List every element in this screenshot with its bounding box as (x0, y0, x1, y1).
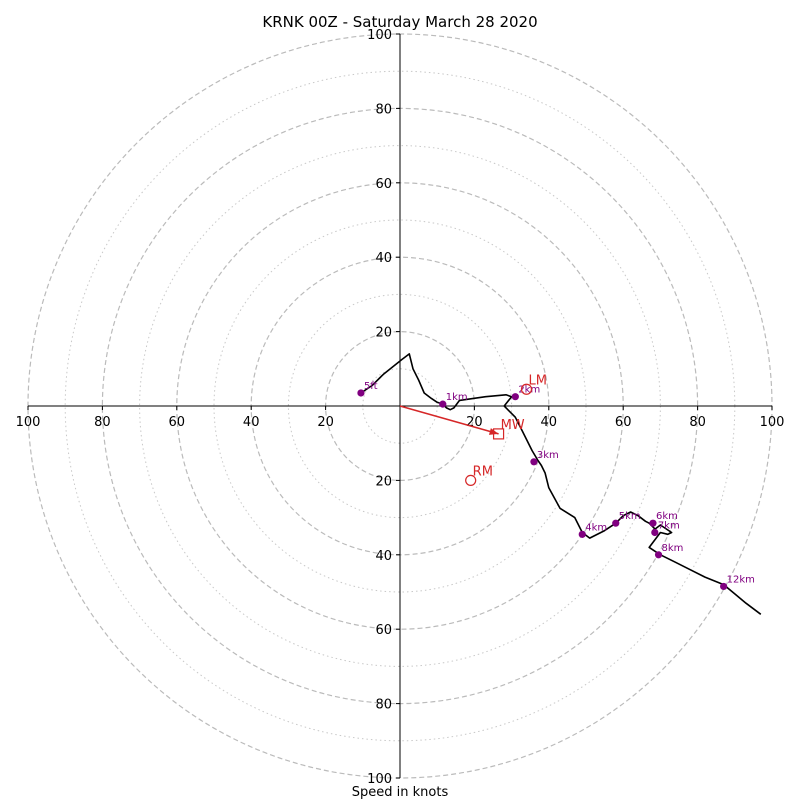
height-marker-point (530, 458, 538, 466)
x-tick-label: 40 (243, 415, 260, 430)
height-marker-label: 3km (537, 450, 559, 461)
x-axis-label: Speed in knots (352, 785, 449, 800)
height-marker-label: 2km (518, 385, 540, 396)
height-marker-label: 8km (662, 543, 684, 554)
height-marker-point (612, 519, 620, 527)
height-marker-point (720, 582, 728, 591)
height-marker-point (649, 519, 657, 527)
x-tick-label: 60 (615, 415, 632, 430)
x-tick-label: 100 (16, 415, 41, 430)
storm-motion-lm-label: LM (528, 373, 546, 388)
height-marker-label: 5ft (364, 381, 378, 392)
height-marker-label: 5km (619, 511, 641, 522)
storm-motion-rm-marker (465, 474, 477, 486)
height-marker-label: 12km (727, 574, 755, 585)
hodograph-trace-group (360, 353, 762, 615)
storm-motion-markers: LM MW RM (399, 373, 547, 486)
y-tick-label: 60 (375, 177, 392, 192)
y-tick-label: 100 (367, 28, 392, 43)
storm-motion-lm-marker (520, 383, 533, 395)
x-tick-label: 80 (689, 415, 706, 430)
mean-wind-vector (399, 405, 499, 435)
y-tick-label: 100 (367, 772, 392, 787)
x-tick-label: 80 (94, 415, 111, 430)
y-tick-label: 40 (375, 251, 392, 266)
height-marker-point (511, 393, 519, 401)
y-tick-label: 20 (375, 474, 392, 489)
hodograph-trace (360, 353, 762, 615)
chart-title: KRNK 00Z - Saturday March 28 2020 (262, 13, 537, 31)
y-tick-label: 80 (375, 698, 392, 713)
height-marker-point (357, 389, 365, 397)
y-tick-label: 80 (375, 102, 392, 117)
x-tick-label: 40 (541, 415, 558, 430)
storm-motion-mw-label: MW (501, 418, 525, 433)
y-tick-label: 20 (375, 326, 392, 341)
height-marker-point (654, 551, 663, 559)
height-marker-label: 1km (446, 392, 468, 403)
height-marker-label: 7km (658, 520, 680, 531)
x-tick-label: 20 (317, 415, 334, 430)
y-tick-label: 60 (375, 623, 392, 638)
height-marker-label: 6km (656, 511, 678, 522)
height-marker-point (651, 528, 659, 537)
x-tick-label: 100 (760, 415, 785, 430)
y-tick-label: 40 (375, 549, 392, 564)
height-marker-label: 4km (585, 522, 607, 533)
storm-motion-mw-marker (492, 428, 505, 440)
x-tick-label: 60 (169, 415, 186, 430)
height-marker-point (439, 400, 447, 408)
height-marker-point (578, 530, 586, 538)
storm-motion-rm-label: RM (473, 464, 493, 479)
